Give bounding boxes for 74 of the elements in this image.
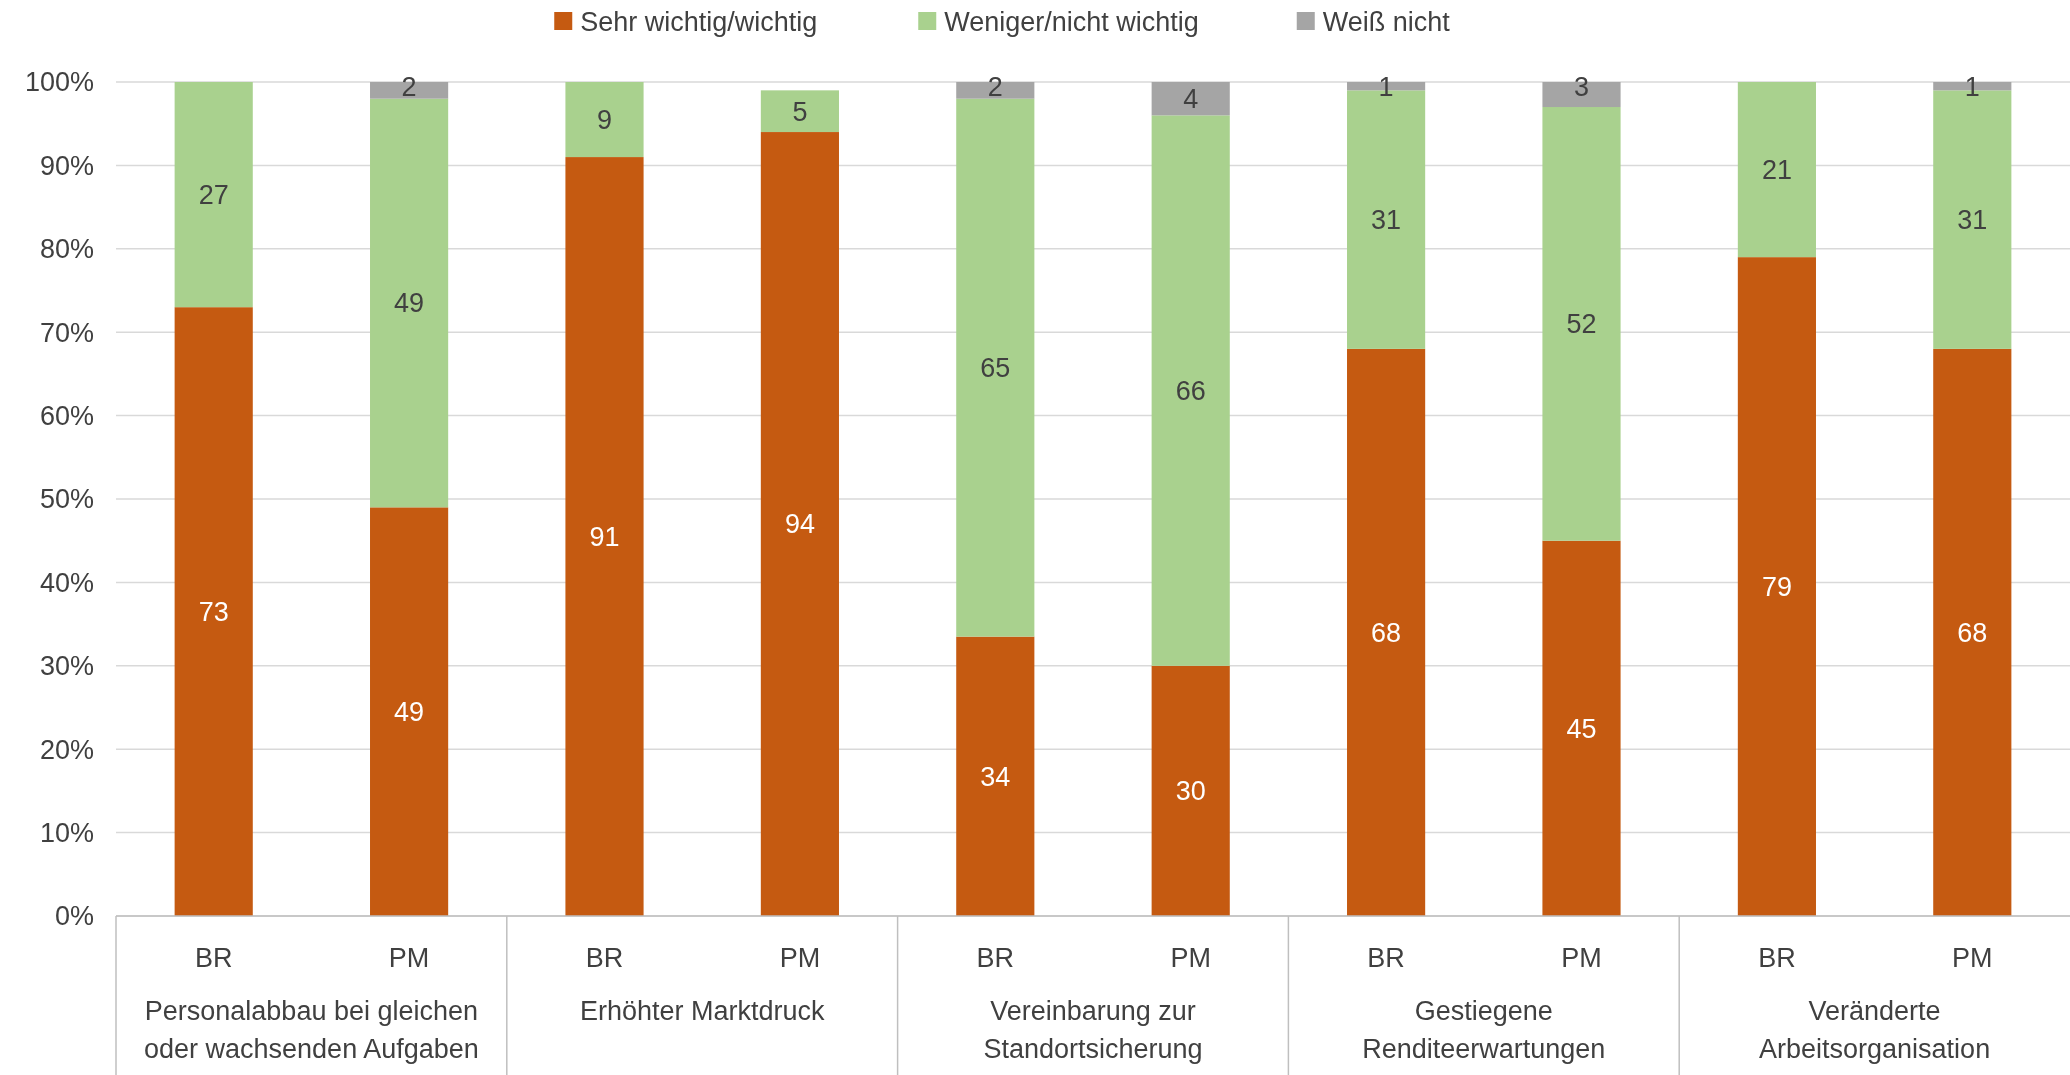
y-tick-label: 20% [39,734,94,765]
data-label: 34 [980,761,1011,792]
data-label: 66 [1175,376,1206,407]
data-label: 9 [596,104,613,135]
legend-label: Weiß nicht [1322,7,1451,38]
bar [1151,665,1230,916]
bar [1542,107,1621,541]
x-tick-label: PM [1561,943,1602,974]
text: Veränderte Arbeitsorganisation [1759,996,1991,1064]
y-tick-label: 10% [39,818,94,849]
bar [1151,82,1230,116]
data-label: 65 [980,353,1011,384]
y-tick-label: 0% [54,901,94,932]
y-tick-label: 50% [39,484,94,515]
data-label: 27 [198,180,229,211]
bar [760,90,839,133]
bar [565,157,644,916]
y-tick-label: 60% [39,401,94,432]
data-label: 31 [1957,205,1988,236]
data-label: 52 [1566,309,1597,340]
bar [1347,348,1426,916]
legend-label: Weniger/nicht wichtig [944,7,1199,38]
x-tick-label: BR [194,943,233,974]
data-label: 94 [784,509,815,540]
data-label: 5 [792,96,808,127]
data-label: 68 [1371,617,1402,648]
y-tick-label: 70% [39,317,94,348]
data-label: 68 [1957,617,1988,648]
bar [760,132,839,916]
data-label: 30 [1175,776,1206,807]
data-label: 91 [589,521,620,552]
data-label: 2 [987,72,1003,103]
x-tick-label: PM [779,943,821,974]
bar [174,82,253,308]
data-label: 79 [1761,572,1792,603]
x-tick-label: PM [1170,943,1211,974]
x-tick-label: BR [1758,943,1796,974]
data-label: 31 [1371,205,1402,236]
legend-label: Sehr wichtig/wichtig [580,7,818,38]
data-label: 3 [1573,72,1590,103]
data-label: 73 [198,597,229,628]
bar [370,98,449,508]
y-tick-label: 90% [39,150,94,181]
data-label: 45 [1566,713,1597,744]
y-tick-label: 80% [39,234,94,265]
bar [565,82,644,158]
x-tick-label: BR [585,943,624,974]
bar [174,307,253,916]
bar [956,636,1035,916]
bar [1737,82,1816,258]
bar [1542,540,1621,916]
data-label: 4 [1183,84,1199,115]
bar [1933,348,2012,916]
x-tick-label: BR [1367,943,1405,974]
data-label: 21 [1761,155,1792,186]
data-label: 49 [394,697,425,728]
data-label: 2 [401,72,417,103]
data-label: 49 [394,288,425,319]
bar [370,507,449,916]
y-tick-label: 30% [39,651,94,682]
bar [1737,257,1816,916]
bar [1151,115,1230,666]
text: Personalabbau bei gleichen oder wachsenden Aufgaben [144,996,479,1064]
y-tick-label: 100% [24,67,94,98]
text: Erhöhter Marktdruck [579,996,825,1026]
text: Gestiegene Renditeerwartungen [1362,996,1606,1064]
x-tick-label: BR [976,943,1015,974]
x-tick-label: PM [388,943,430,974]
x-tick-label: PM [1952,943,1993,974]
bar [956,98,1035,637]
data-label: 1 [1378,72,1394,103]
text: Vereinbarung zur Standortsicherung [983,996,1203,1064]
data-label: 1 [1964,72,1980,103]
y-tick-label: 40% [39,567,94,598]
